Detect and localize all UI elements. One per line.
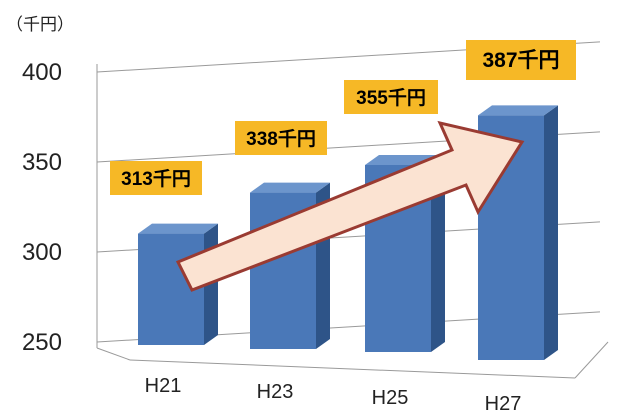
data-label: 338千円: [235, 121, 327, 155]
x-tick-label: H27: [485, 393, 522, 414]
y-tick-label: 250: [22, 329, 62, 356]
y-tick-label: 300: [22, 239, 62, 266]
floor-front-edge: [129, 359, 576, 379]
trend-arrow-layer: [175, 120, 525, 292]
data-label-box: [110, 161, 202, 195]
data-label-text: 355千円: [356, 87, 426, 109]
bar-side: [431, 155, 445, 352]
bar-top: [250, 182, 330, 193]
data-label-text: 313千円: [121, 168, 191, 190]
data-label: 313千円: [110, 161, 202, 195]
data-label-box: [235, 121, 327, 155]
data-label-layer: 313千円 338千円 355千円 387千円: [110, 40, 576, 195]
x-tick-label: H23: [257, 381, 294, 403]
x-tick-label: H21: [145, 375, 182, 397]
y-tick-label: 400: [22, 59, 62, 86]
bar-side: [544, 105, 558, 361]
data-label: 355千円: [344, 80, 438, 114]
axis-layer: （千円）: [6, 15, 74, 34]
data-label-box: [466, 40, 576, 80]
y-axis-unit-label: （千円）: [6, 15, 74, 34]
y-tick-label: 350: [22, 149, 62, 176]
bar-top: [478, 105, 558, 116]
trend-arrow: [175, 120, 525, 292]
data-label-box: [344, 80, 438, 114]
data-label: 387千円: [466, 40, 576, 80]
bar-top: [138, 223, 218, 234]
x-tick-label: H25: [372, 387, 409, 409]
data-label-text: 338千円: [246, 128, 316, 150]
floor-right-edge: [574, 341, 609, 379]
floor-left-edge: [96, 347, 131, 361]
data-label-text: 387千円: [482, 49, 559, 72]
